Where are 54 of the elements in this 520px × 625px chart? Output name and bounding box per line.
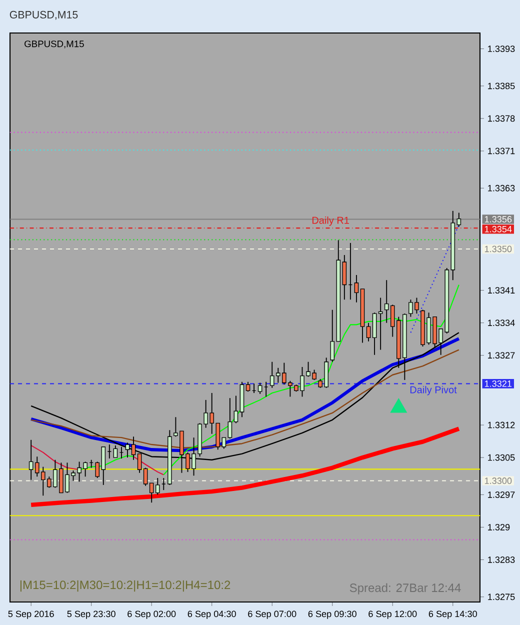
x-tick-label: 6 Sep 07:00 <box>248 610 296 619</box>
x-tick-label: 5 Sep 23:30 <box>67 610 116 619</box>
chart-title: GBPUSD,M15 <box>10 10 78 20</box>
ref-line-label: 1.3354 <box>484 226 512 232</box>
y-tick-label: 1.3275 <box>488 594 515 600</box>
candlestick <box>155 478 160 496</box>
candlestick <box>354 274 359 303</box>
x-tick-label: 5 Sep 2016 <box>8 610 54 619</box>
annotation: Daily Pivot <box>410 386 457 396</box>
ref-line-label: 1.3300 <box>484 478 512 484</box>
y-tick-label: 1.3363 <box>488 184 515 192</box>
x-tick-label: 6 Sep 09:30 <box>308 610 356 619</box>
candlestick <box>456 212 462 228</box>
y-tick-label: 1.3371 <box>488 148 515 154</box>
candlestick <box>149 482 154 504</box>
ref-line-label: 1.3350 <box>484 246 512 252</box>
y-tick-label: 1.3305 <box>488 454 515 461</box>
x-tick-label: 6 Sep 04:30 <box>188 610 236 619</box>
candlestick <box>143 467 148 486</box>
line-series <box>163 284 460 476</box>
candlestick <box>342 254 347 300</box>
candlestick <box>222 437 226 450</box>
y-tick-label: 1.3327 <box>488 352 515 359</box>
annotation: Daily R1 <box>312 216 349 226</box>
candlestick <box>113 444 118 458</box>
candlestick <box>228 398 232 439</box>
x-tick-label: 6 Sep 14:30 <box>428 610 477 619</box>
y-tick-label: 1.3341 <box>488 287 515 294</box>
y-tick-label: 1.3393 <box>488 46 515 52</box>
y-tick-label: 1.3297 <box>488 491 515 498</box>
y-tick-label: 1.329 <box>488 524 510 530</box>
candlestick <box>366 322 371 342</box>
line-series <box>28 426 462 508</box>
text: GBPUSD,M15 <box>24 40 84 48</box>
y-tick-label: 1.3283 <box>488 556 515 563</box>
candlestick <box>378 297 383 350</box>
candlestick <box>258 382 262 394</box>
y-tick-label: 1.3312 <box>488 422 515 428</box>
candlestick <box>234 395 238 424</box>
candlestick <box>101 446 106 486</box>
ref-line-label: 1.3321 <box>484 380 512 387</box>
candlestick <box>384 280 389 324</box>
x-tick-label: 6 Sep 12:00 <box>368 610 417 619</box>
annotation: Spread: 27Bar 12:44 <box>350 583 461 594</box>
annotation: |M15=10:2|M30=10:2|H1=10:2|H4=10:2 <box>20 580 230 592</box>
line-series <box>132 456 164 476</box>
x-tick-label: 6 Sep 02:00 <box>128 610 176 619</box>
candlestick <box>28 439 34 480</box>
y-tick-label: 1.3334 <box>488 320 515 326</box>
y-tick-label: 1.3385 <box>488 82 515 90</box>
ref-line-label: 1.3356 <box>484 216 512 222</box>
candlestick <box>95 461 100 478</box>
y-tick-label: 1.3378 <box>488 115 515 122</box>
candlestick <box>246 381 250 392</box>
